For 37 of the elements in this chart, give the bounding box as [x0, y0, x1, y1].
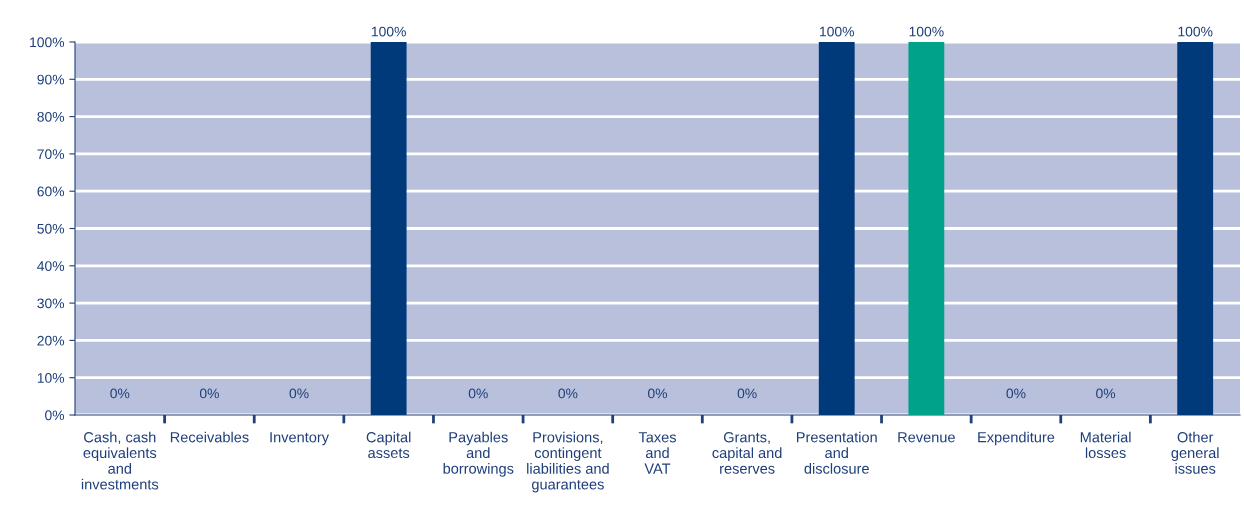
y-tick-label: 10% — [37, 373, 65, 383]
y-tick-label: 90% — [37, 74, 65, 85]
x-tick-label: Inventory — [270, 432, 330, 446]
data-label: 100% — [820, 26, 854, 37]
y-tick-label: 30% — [37, 298, 65, 309]
data-label: 0% — [1096, 388, 1116, 399]
data-label: 0% — [110, 388, 130, 399]
data-label: 0% — [558, 388, 578, 399]
x-tick-label: Payables and borrowings — [443, 431, 514, 477]
data-label: 0% — [1006, 388, 1026, 399]
x-tick-label: Capital assets — [366, 431, 411, 459]
data-label: 100% — [1178, 26, 1213, 37]
x-tick-label: Revenue — [898, 432, 955, 443]
y-tick-label: 80% — [37, 111, 65, 122]
x-tick-label: Material losses — [1080, 431, 1131, 459]
data-label: 0% — [199, 388, 219, 399]
y-tick-label: 100% — [30, 37, 65, 48]
y-tick-label: 0% — [45, 410, 65, 421]
y-tick-label: 60% — [37, 186, 65, 197]
x-tick-label: Grants, capital and reserves — [712, 432, 782, 474]
data-label: 0% — [737, 388, 757, 399]
data-label: 100% — [371, 26, 406, 37]
y-tick-label: 70% — [37, 149, 65, 160]
x-tick-label: Expenditure — [978, 431, 1055, 446]
x-tick-label: Cash, cash equivalents and investments — [81, 431, 159, 490]
data-label: 0% — [289, 388, 309, 399]
x-tick-label: Other general issues — [1171, 431, 1219, 474]
x-tick-label: Presentation and disclosure — [796, 431, 877, 474]
x-tick-label: Provisions, contingent liabilities and guarantees — [527, 431, 609, 493]
data-label: 100% — [909, 26, 944, 37]
y-tick-label: 50% — [37, 223, 65, 234]
data-label: 0% — [648, 388, 668, 399]
y-tick-label: 40% — [37, 261, 65, 271]
x-tick-label: Taxes and VAT — [638, 432, 677, 474]
data-label: 0% — [468, 388, 488, 399]
y-tick-label: 20% — [37, 335, 65, 346]
x-tick-label: Receivables — [170, 431, 249, 443]
